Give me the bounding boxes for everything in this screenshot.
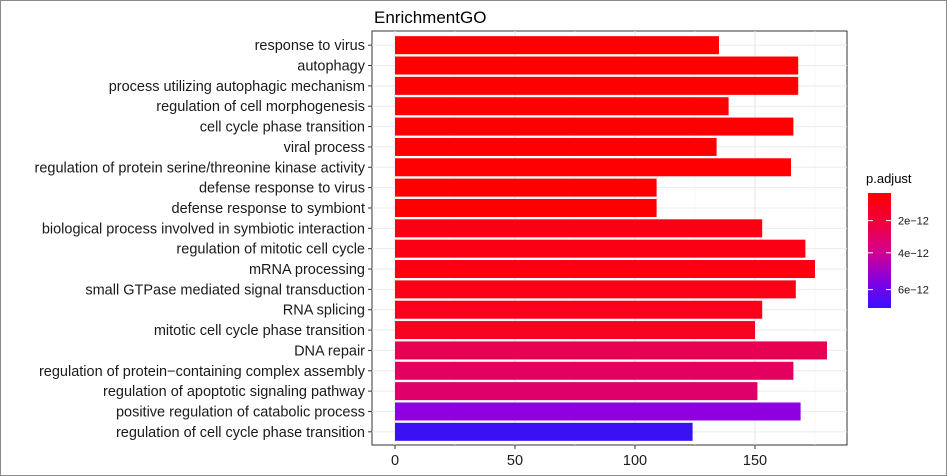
- bar: [395, 321, 755, 340]
- x-tick-label: 50: [507, 453, 523, 469]
- category-label: defense response to symbiont: [172, 201, 365, 217]
- bar: [395, 97, 729, 116]
- bar: [395, 239, 806, 258]
- bar: [395, 76, 799, 95]
- bar: [395, 382, 758, 401]
- category-label: response to virus: [255, 38, 365, 54]
- category-label: cell cycle phase transition: [200, 120, 365, 136]
- category-label: autophagy: [297, 59, 365, 75]
- category-label: regulation of protein−containing complex…: [39, 364, 366, 380]
- bar: [395, 260, 815, 279]
- bar: [395, 56, 799, 75]
- category-label: RNA splicing: [283, 303, 365, 319]
- category-label: process utilizing autophagic mechanism: [109, 79, 365, 95]
- legend-title: p.adjust: [866, 171, 912, 186]
- bar: [395, 402, 801, 421]
- legend-colorbar: [868, 193, 891, 308]
- bar: [395, 341, 827, 360]
- category-label: viral process: [284, 140, 365, 156]
- category-label: defense response to virus: [199, 181, 365, 197]
- category-label: regulation of cell morphogenesis: [156, 99, 365, 115]
- chart-title: EnrichmentGO: [374, 8, 486, 27]
- legend-tick-label: 4e−12: [898, 248, 929, 260]
- bar: [395, 219, 763, 238]
- bar: [395, 117, 794, 136]
- bar: [395, 361, 794, 380]
- x-tick-label: 100: [623, 453, 647, 469]
- y-axis-labels: response to virus autophagy process utiliz…: [35, 38, 372, 441]
- category-label: biological process involved in symbiotic…: [42, 221, 365, 237]
- category-label: small GTPase mediated signal transductio…: [85, 282, 365, 298]
- category-label: regulation of protein serine/threonine k…: [35, 160, 366, 176]
- x-tick-label: 0: [391, 453, 399, 469]
- bar: [395, 198, 657, 217]
- bar: [395, 280, 796, 299]
- bar: [395, 178, 657, 197]
- color-legend: p.adjust 2e−12 4e−12 6e−12: [866, 171, 929, 308]
- category-label: mitotic cell cycle phase transition: [154, 323, 365, 339]
- x-axis: 0 50 100 150: [391, 445, 767, 469]
- x-tick-label: 150: [743, 453, 767, 469]
- bar: [395, 422, 693, 441]
- category-label: mRNA processing: [249, 262, 365, 278]
- bar: [395, 36, 719, 55]
- legend-tick-label: 6e−12: [898, 285, 929, 297]
- bars: [395, 36, 827, 441]
- category-label: regulation of mitotic cell cycle: [176, 242, 365, 258]
- category-label: DNA repair: [294, 343, 365, 359]
- category-label: regulation of apoptotic signaling pathwa…: [103, 384, 366, 400]
- bar: [395, 137, 717, 156]
- category-label: positive regulation of catabolic process: [116, 404, 365, 420]
- category-label: regulation of cell cycle phase transitio…: [116, 425, 365, 441]
- bar: [395, 300, 763, 319]
- legend-tick-label: 2e−12: [898, 216, 929, 228]
- bar: [395, 158, 791, 177]
